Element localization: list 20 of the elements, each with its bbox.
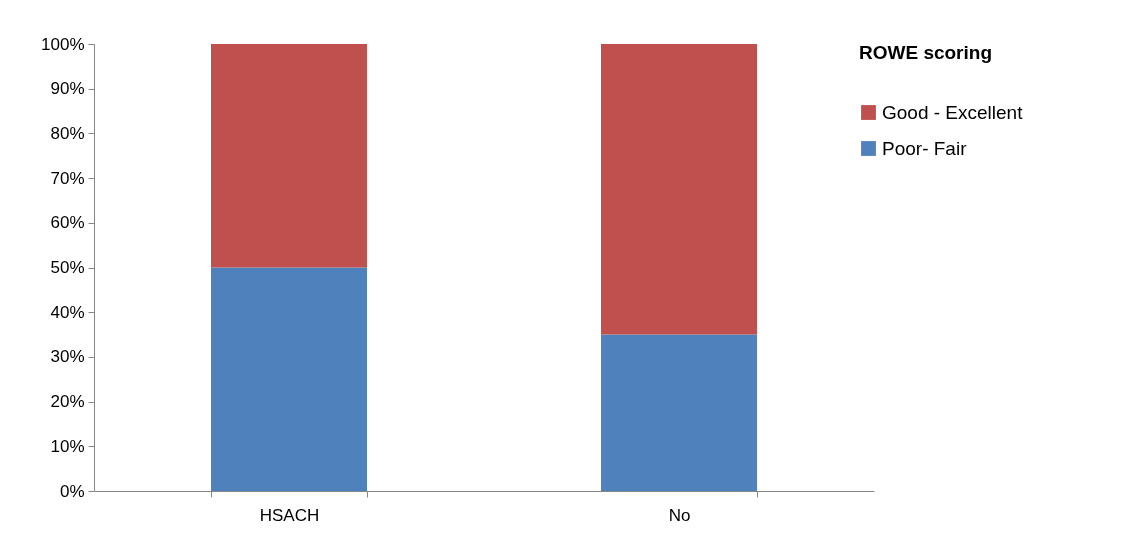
y-tick-label: 80% bbox=[50, 123, 85, 143]
y-tick-label: 30% bbox=[50, 347, 85, 367]
y-tick-label: 50% bbox=[50, 258, 85, 277]
x-tick-label: HSACH bbox=[259, 505, 320, 525]
y-tick-label: 100% bbox=[41, 34, 85, 54]
legend-label: Good - Excellent bbox=[882, 101, 1024, 123]
bar bbox=[211, 267, 367, 491]
y-tick-label: 90% bbox=[50, 79, 85, 99]
y-tick-label: 20% bbox=[50, 392, 85, 412]
bar bbox=[601, 44, 757, 335]
x-tick-label: No bbox=[668, 505, 691, 525]
bar bbox=[211, 44, 367, 268]
legend-title: ROWE scoring bbox=[859, 42, 993, 63]
y-tick-label: 70% bbox=[50, 168, 85, 188]
y-tick-label: 40% bbox=[50, 302, 85, 322]
y-tick-label: 0% bbox=[59, 481, 85, 501]
y-tick-label: 10% bbox=[50, 436, 85, 456]
bar bbox=[601, 334, 757, 491]
y-tick-label: 60% bbox=[50, 213, 85, 233]
legend-label: Poor- Fair bbox=[882, 137, 968, 159]
